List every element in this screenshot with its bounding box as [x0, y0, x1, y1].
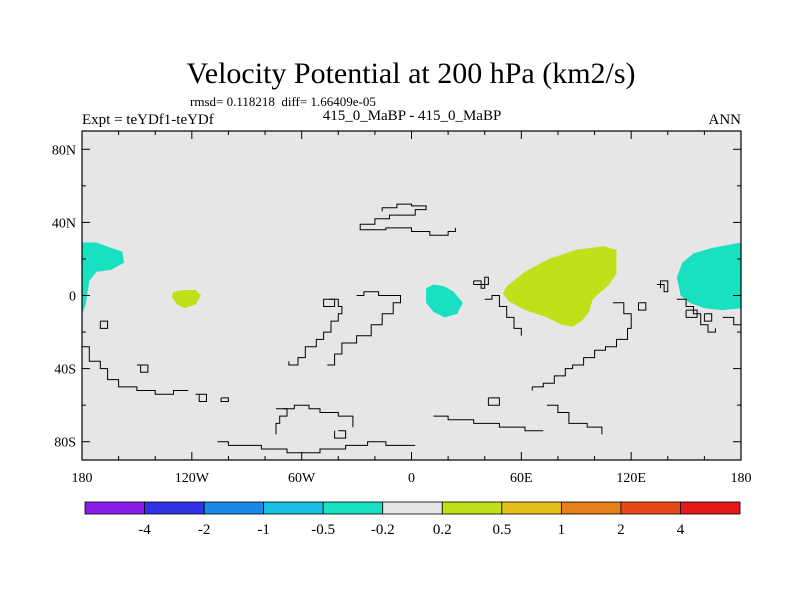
x-tick-label: 120W	[175, 471, 210, 486]
coastline-segment	[195, 393, 207, 402]
x-tick-label: 0	[408, 471, 415, 486]
coastline-segment	[323, 298, 336, 307]
anomaly-region-dateline-west	[82, 242, 125, 314]
colorbar-level-label: -2	[198, 522, 211, 538]
coastline-segment	[288, 298, 343, 366]
colorbar: -4 -2 -1 -0.5 -0.2 0.2 0.5 1 2 4	[84, 501, 741, 538]
coastline-segment	[433, 415, 544, 432]
colorbar-swatch	[382, 501, 443, 515]
coastline-segment	[99, 320, 109, 329]
coastline-segment	[656, 280, 669, 293]
coastline-segment	[473, 276, 489, 289]
colorbar-level-label: -1	[257, 522, 270, 538]
colorbar-swatch	[560, 501, 622, 515]
coastline-segment	[136, 364, 149, 373]
y-tick-label: 40S	[54, 363, 76, 378]
colorbar-level-label: 0.2	[433, 522, 452, 538]
colorbar-level-label: 2	[617, 522, 625, 538]
anomaly-region-indian-ocean	[503, 246, 617, 327]
x-tick-label: 180	[731, 471, 752, 486]
colorbar-swatch	[263, 501, 324, 515]
x-tick-label: 180	[72, 471, 93, 486]
coastline-segment	[359, 203, 456, 236]
colorbar-swatch	[84, 501, 145, 515]
stats-line: rmsd= 0.118218 diff= 1.66409e-05	[190, 94, 376, 109]
coastline-segment	[685, 309, 698, 318]
coastline-segment	[531, 302, 632, 391]
coastline-segment	[484, 295, 522, 336]
anomaly-region-africa	[426, 284, 463, 318]
coastline-segment	[547, 404, 603, 435]
colorbar-swatch	[501, 501, 562, 515]
map-plot-area	[81, 130, 742, 461]
colorbar-swatch	[441, 501, 503, 515]
colorbar-level-label: 1	[558, 522, 566, 538]
coastline-segment	[217, 441, 416, 454]
coastline-segment	[334, 430, 347, 439]
coastline-segment	[327, 291, 401, 366]
coastline-segment	[638, 302, 647, 311]
colorbar-swatch	[203, 501, 265, 515]
coastline-segment	[722, 316, 741, 326]
colorbar-swatch	[322, 501, 384, 515]
colorbar-swatch	[144, 501, 205, 515]
case-label: 415_0_MaBP - 415_0_MaBP	[323, 108, 502, 124]
colorbar-level-label: 0.5	[492, 522, 511, 538]
anomaly-region-east-pacific	[171, 290, 201, 309]
x-tick-label: 60E	[510, 471, 533, 486]
x-tick-label: 120E	[616, 471, 646, 486]
x-tick-label: 60W	[288, 471, 316, 486]
coastline-segment	[676, 298, 716, 333]
y-tick-label: 40N	[52, 216, 76, 231]
colorbar-swatch	[680, 501, 741, 515]
axis-ticks: 180 120W 60W 0 60E 120E 180 80N 40N 0 40S 80S	[52, 131, 752, 486]
coastline-segment	[487, 397, 500, 406]
colorbar-level-label: -4	[138, 522, 151, 538]
season-label: ANN	[709, 112, 742, 128]
colorbar-level-label: 4	[677, 522, 685, 538]
y-tick-label: 0	[69, 290, 76, 305]
coastline-segment	[82, 346, 189, 395]
colorbar-level-label: -0.5	[311, 522, 335, 538]
coastline-segment	[703, 313, 713, 322]
y-tick-label: 80S	[54, 436, 76, 451]
colorbar-level-label: -0.2	[371, 522, 395, 538]
chart-title: Velocity Potential at 200 hPa (km2/s)	[186, 57, 635, 90]
colorbar-swatch	[620, 501, 681, 515]
coastline-segment	[283, 404, 354, 428]
y-tick-label: 80N	[52, 143, 76, 158]
coastline-segment	[220, 397, 229, 402]
experiment-label: Expt = teYDf1-teYDf	[82, 112, 214, 128]
anomaly-region-west-pacific	[676, 242, 741, 311]
